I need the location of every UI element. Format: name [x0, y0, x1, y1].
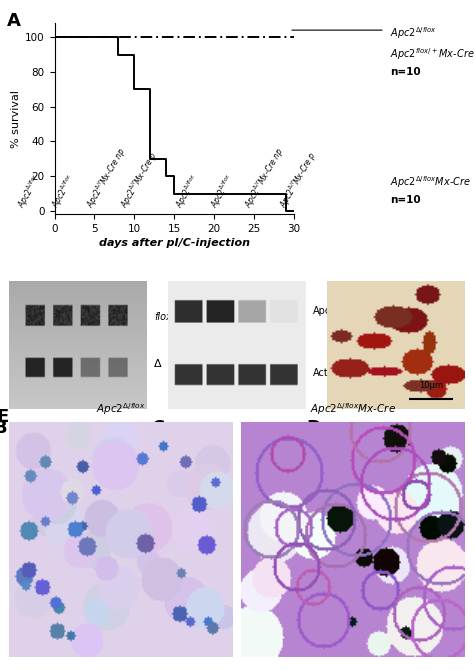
- Text: n=10: n=10: [390, 196, 420, 205]
- Text: Δ: Δ: [154, 359, 162, 369]
- Text: $Apc2^{\Delta/flox}Mx$-$Cre$: $Apc2^{\Delta/flox}Mx$-$Cre$: [361, 427, 430, 441]
- Text: B: B: [0, 419, 7, 437]
- Text: E: E: [0, 408, 9, 426]
- Text: $Apc2^{\Delta/flox}$: $Apc2^{\Delta/flox}$: [390, 25, 436, 41]
- Text: Apc2: Apc2: [313, 306, 337, 316]
- Text: $Apc2^{\Delta/f}Mx$-$Cre$ p: $Apc2^{\Delta/f}Mx$-$Cre$ p: [276, 149, 320, 212]
- Text: A: A: [7, 12, 20, 30]
- Text: $Apc2^{\Delta/flox}$: $Apc2^{\Delta/flox}$: [173, 172, 204, 212]
- Text: C: C: [152, 419, 165, 437]
- Text: $Apc2^{\Delta/flox}$: $Apc2^{\Delta/flox}$: [14, 172, 45, 212]
- Text: $Apc2^{\Delta/f}Mx$-$Cre$ np: $Apc2^{\Delta/f}Mx$-$Cre$ np: [83, 145, 129, 212]
- Text: n=10: n=10: [390, 68, 420, 77]
- Text: $Apc2^{\Delta/f}Mx$-$Cre$ np: $Apc2^{\Delta/f}Mx$-$Cre$ np: [242, 145, 288, 212]
- Text: Actin: Actin: [313, 368, 337, 378]
- Text: $Apc2^{\Delta/flox}$: $Apc2^{\Delta/flox}$: [207, 172, 238, 212]
- Text: 10μm: 10μm: [419, 381, 443, 390]
- Text: $Apc2^{\Delta/flox}Mx$-$Cre$: $Apc2^{\Delta/flox}Mx$-$Cre$: [310, 401, 396, 417]
- Text: $Apc2^{flox/+}Mx$-$Cre$: $Apc2^{flox/+}Mx$-$Cre$: [390, 46, 474, 62]
- Text: $Apc2^{\Delta/f}Mx$-$Cre$ p: $Apc2^{\Delta/f}Mx$-$Cre$ p: [118, 149, 162, 212]
- Y-axis label: % survival: % survival: [11, 90, 21, 148]
- Text: $Apc2^{\Delta/flox}$: $Apc2^{\Delta/flox}$: [49, 172, 80, 212]
- X-axis label: days after pI/C-injection: days after pI/C-injection: [99, 239, 250, 249]
- Text: $Apc2^{\Delta/flox}$: $Apc2^{\Delta/flox}$: [96, 401, 146, 417]
- Text: $Apc2^{\Delta/flox}Mx$-$Cre$: $Apc2^{\Delta/flox}Mx$-$Cre$: [390, 174, 471, 190]
- Text: flox: flox: [154, 312, 172, 322]
- Text: D: D: [306, 419, 321, 437]
